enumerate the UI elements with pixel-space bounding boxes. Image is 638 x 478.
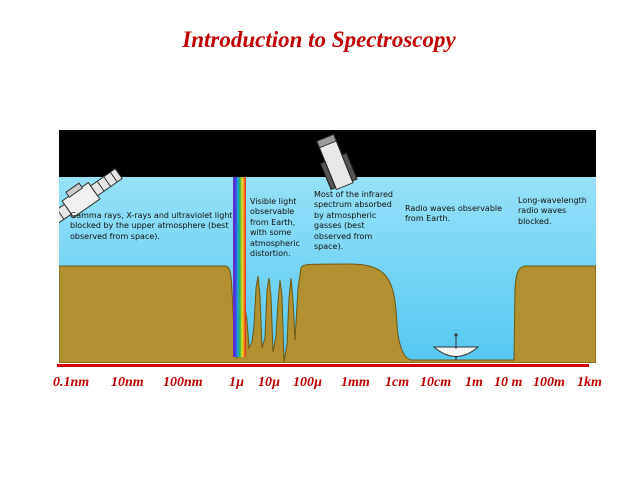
slide-title: Introduction to Spectroscopy [182,27,456,52]
scale-tick-label: 1m [465,375,483,390]
caption-long-wavelength: Long-wavelength radio waves blocked. [518,196,587,226]
radio-dish-icon [432,333,480,360]
scale-tick-label: 100µ [293,375,323,390]
scale-tick-label: 10nm [111,375,144,390]
caption-gamma-xray-uv: Gamma rays, X-rays and ultraviolet light… [70,211,233,241]
scale-tick-label: 10µ [258,375,281,390]
scale-tick-label: 1mm [341,375,370,390]
scale-tick-label: 100nm [163,375,203,390]
scale-tick-label: 1cm [385,375,410,390]
satellite-icon [59,168,123,235]
caption-visible-light: Visible light observable from Earth, wit… [250,197,300,259]
scale-tick-label: 10 m [494,375,523,390]
scale-tick-label: 100m [533,375,565,390]
scale-tick-label: 1km [577,375,602,390]
space-telescope-icon [316,133,358,191]
scale-tick-label: 0.1nm [53,375,90,390]
scale-tick-label: 10cm [420,375,452,390]
wavelength-scale-line [57,364,589,367]
scale-tick-label: 1µ [229,375,245,390]
caption-radio-waves: Radio waves observable from Earth. [405,204,503,224]
atmospheric-opacity-diagram [59,130,596,363]
caption-infrared: Most of the infrared spectrum absorbed b… [314,190,393,252]
visible-spectrum-band [233,177,246,357]
